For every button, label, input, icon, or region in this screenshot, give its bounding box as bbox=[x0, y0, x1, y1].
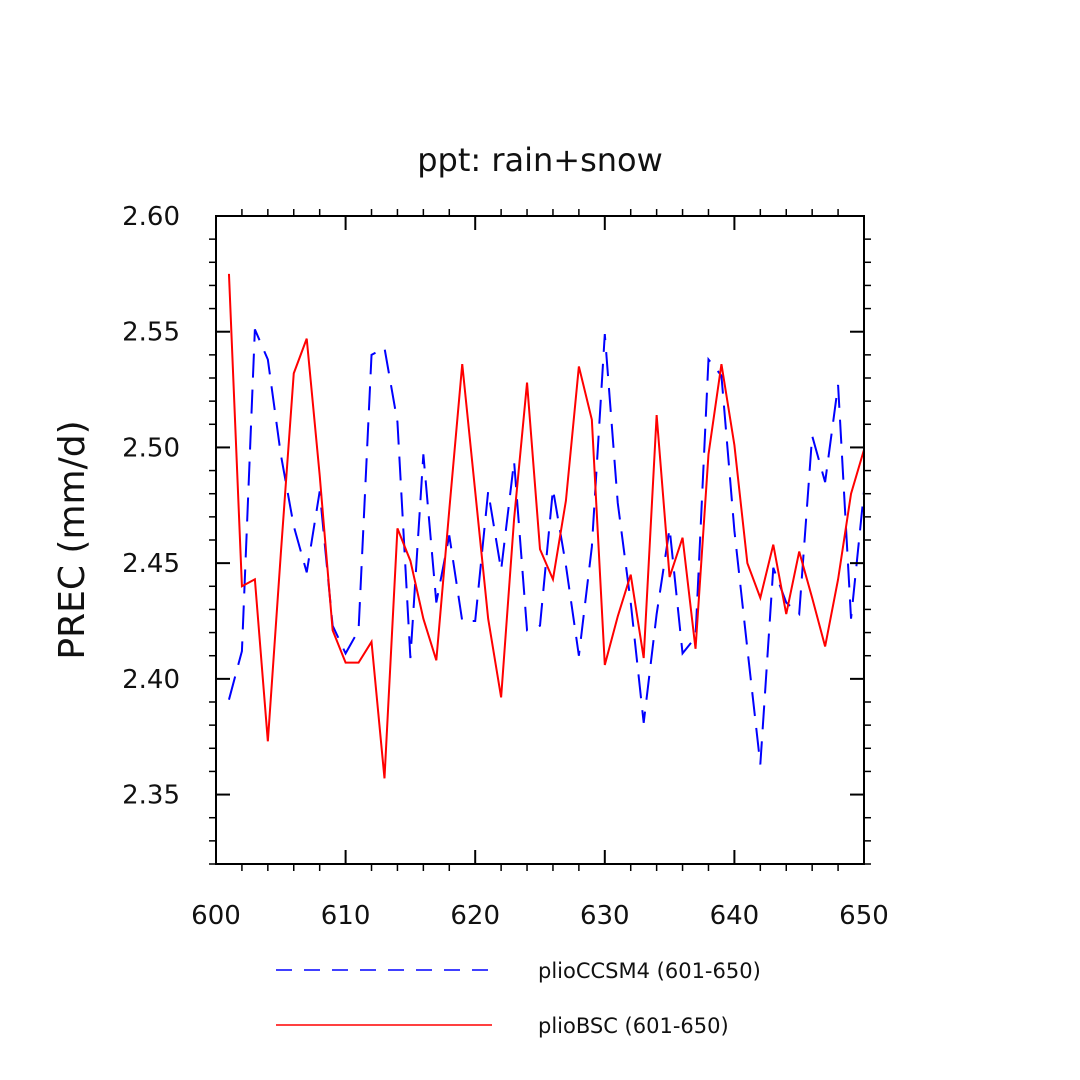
x-tick-label: 620 bbox=[450, 901, 500, 931]
series-line-2 bbox=[227, 273, 865, 779]
y-tick-label: 2.40 bbox=[122, 665, 180, 695]
legend-label-2: plioBSC (601-650) bbox=[538, 1014, 729, 1038]
x-tick-label: 600 bbox=[191, 901, 241, 931]
legend: plioCCSM4 (601-650) plioBSC (601-650) bbox=[276, 959, 761, 1038]
y-tick-label: 2.60 bbox=[122, 202, 180, 232]
y-tick-label: 2.55 bbox=[122, 318, 180, 348]
x-tick-label: 650 bbox=[839, 901, 889, 931]
y-tick-label: 2.35 bbox=[122, 781, 180, 811]
x-tick-label: 610 bbox=[321, 901, 371, 931]
y-tick-label: 2.50 bbox=[122, 433, 180, 463]
chart-title: ppt: rain+snow bbox=[417, 141, 663, 179]
y-tick-label: 2.45 bbox=[122, 549, 180, 579]
legend-label-1: plioCCSM4 (601-650) bbox=[538, 959, 761, 983]
y-axis-label: PREC (mm/d) bbox=[52, 420, 93, 659]
axis-ticks: 600 610 620 630 640 650 2.35 2.40 2.45 2.50 2.55 2.… bbox=[122, 202, 889, 931]
x-tick-label: 630 bbox=[580, 901, 630, 931]
x-tick-label: 640 bbox=[710, 901, 760, 931]
series-line-1 bbox=[227, 329, 865, 765]
series-layer bbox=[227, 273, 865, 779]
